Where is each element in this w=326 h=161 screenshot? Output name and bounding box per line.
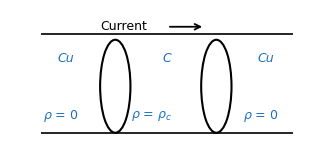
Text: $\rho$ = 0: $\rho$ = 0 xyxy=(43,108,79,124)
Text: Current: Current xyxy=(100,20,147,33)
Text: C: C xyxy=(163,52,171,66)
Text: Cu: Cu xyxy=(58,52,74,66)
Text: Cu: Cu xyxy=(257,52,274,66)
Text: $\rho$ = 0: $\rho$ = 0 xyxy=(243,108,278,124)
Text: $\rho$ = $\rho_c$: $\rho$ = $\rho_c$ xyxy=(131,109,172,123)
